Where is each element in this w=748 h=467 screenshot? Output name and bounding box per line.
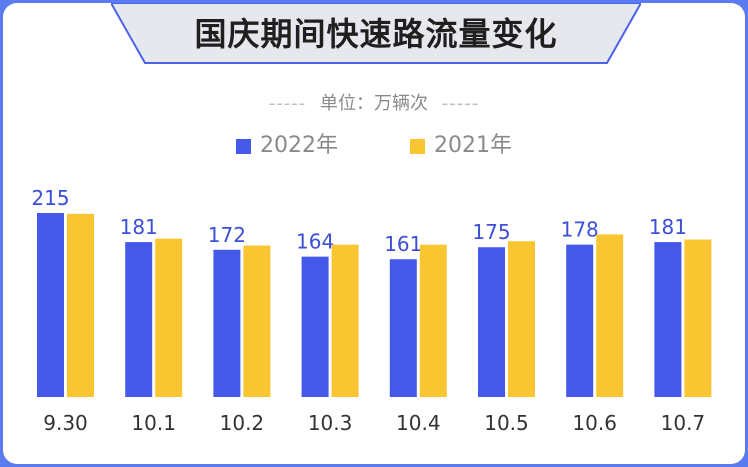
data-label-10.7: 181: [649, 215, 687, 239]
legend-swatch-2021: [410, 139, 425, 154]
bar-2021-10.2: [243, 245, 271, 397]
bar-2021-10.5: [508, 241, 535, 397]
title-banner-shape: [111, 3, 641, 64]
bar-2022-10.3: [301, 256, 329, 397]
data-label-10.6: 178: [561, 218, 599, 242]
legend-label-2021: 2021年: [434, 133, 512, 158]
x-tick-label-10.1: 10.1: [131, 411, 176, 435]
x-tick-label-9.30: 9.30: [43, 411, 88, 435]
data-label-10.2: 172: [208, 223, 246, 247]
unit-dash-right: -----: [441, 93, 480, 114]
bar-chart: 215 9.30 181 10.1 172 10.2 164 10.3 161 10.4 175 10…: [31, 186, 712, 435]
data-label-10.3: 164: [296, 230, 334, 254]
bar-2021-10.4: [419, 244, 447, 397]
legend-swatch-2022: [236, 139, 251, 154]
x-tick-label-10.2: 10.2: [220, 411, 265, 435]
data-label-10.1: 181: [120, 215, 158, 239]
bar-2022-10.6: [566, 244, 594, 397]
bar-2021-10.7: [684, 239, 712, 397]
data-label-10.4: 161: [384, 232, 422, 256]
bar-2021-10.1: [155, 238, 183, 397]
bar-2022-10.1: [125, 242, 153, 397]
title-banner: 国庆期间快速路流量变化: [111, 3, 641, 65]
bar-2022-10.5: [478, 247, 505, 397]
legend: 2022年 2021年: [3, 131, 745, 161]
legend-label-2022: 2022年: [260, 133, 338, 158]
x-tick-label-10.6: 10.6: [572, 411, 617, 435]
unit-dash-left: -----: [268, 93, 307, 114]
bar-2022-9.30: [37, 213, 64, 397]
unit-label: 单位：万辆次: [320, 93, 428, 114]
unit-caption: ----- 单位：万辆次 -----: [3, 89, 745, 115]
bar-2021-10.6: [596, 234, 624, 397]
bar-2022-10.2: [213, 249, 241, 397]
x-tick-label-10.5: 10.5: [484, 411, 529, 435]
bar-2022-10.4: [389, 259, 417, 397]
chart-title: 国庆期间快速路流量变化: [194, 15, 558, 53]
x-tick-label-10.7: 10.7: [661, 411, 706, 435]
x-tick-label-10.3: 10.3: [308, 411, 353, 435]
bar-2022-10.7: [654, 242, 682, 397]
x-tick-label-10.4: 10.4: [396, 411, 441, 435]
bar-2021-9.30: [67, 213, 94, 397]
bar-2021-10.3: [331, 244, 359, 397]
chart-card: 国庆期间快速路流量变化 ----- 单位：万辆次 ----- 2022年 202…: [3, 3, 745, 464]
data-label-10.5: 175: [472, 220, 510, 244]
data-label-9.30: 215: [31, 186, 69, 210]
